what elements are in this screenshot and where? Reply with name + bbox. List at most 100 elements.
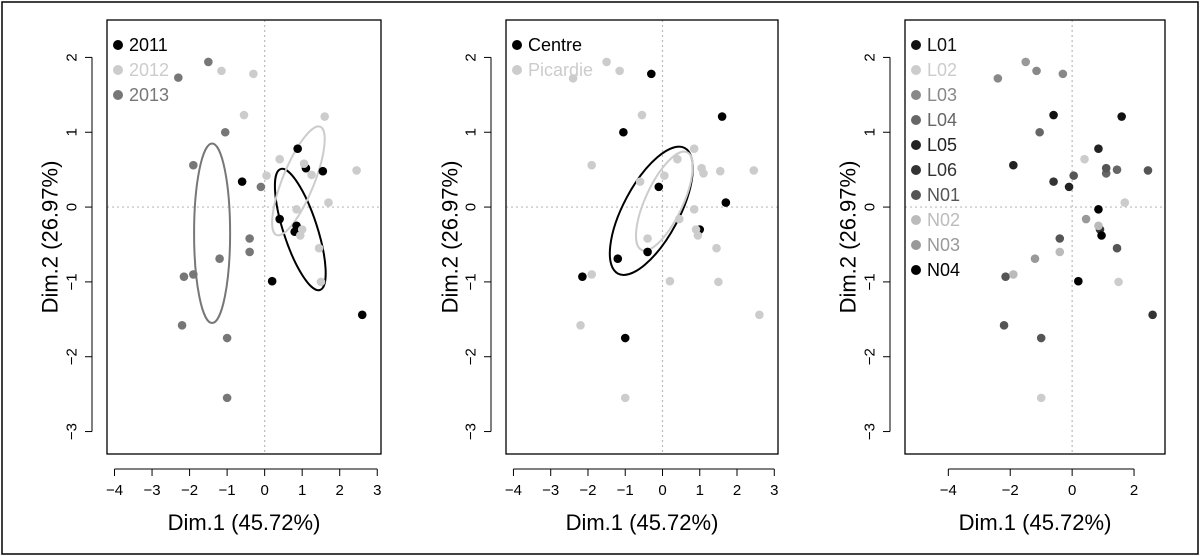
point-picardie-21 xyxy=(587,270,596,279)
point-n04-0 xyxy=(1094,205,1103,214)
point-2012-4 xyxy=(262,171,271,180)
confidence-ellipse-2011 xyxy=(273,167,327,292)
x-axis-title: Dim.1 (45.72%) xyxy=(168,510,321,535)
point-2012-5 xyxy=(275,154,284,164)
point-picardie-1 xyxy=(602,57,611,67)
x-tick-label: −1 xyxy=(219,482,236,499)
legend-marker-l04 xyxy=(911,115,921,125)
point-l01-1 xyxy=(1117,112,1126,121)
point-l02-1 xyxy=(1120,198,1130,207)
x-axis-title: Dim.1 (45.72%) xyxy=(959,510,1112,535)
y-tick-label: −2 xyxy=(463,348,480,365)
legend-label-centre: Centre xyxy=(528,35,582,55)
point-2012-8 xyxy=(352,166,361,175)
y-tick-label: −1 xyxy=(64,273,81,290)
point-2013-9 xyxy=(189,270,198,279)
point-2012-3 xyxy=(320,112,329,121)
point-2012-12 xyxy=(296,231,305,240)
point-centre-3 xyxy=(654,182,664,192)
legend-label-n03: N03 xyxy=(927,235,960,255)
point-picardie-5 xyxy=(635,177,645,186)
y-tick-label: −1 xyxy=(862,273,879,290)
point-l06-2 xyxy=(1148,310,1157,320)
point-l04-2 xyxy=(1112,165,1122,174)
point-2013-5 xyxy=(245,234,254,243)
point-2011-4 xyxy=(275,214,284,224)
point-picardie-3 xyxy=(637,110,647,120)
y-tick-label: 0 xyxy=(64,203,81,211)
legend: L01 L02 L03 L04 L05 L06 N01 N02 N03 N04 xyxy=(911,35,960,280)
y-axis-title: Dim.2 (26.97%) xyxy=(836,161,861,314)
y-tick-label: −2 xyxy=(862,348,879,365)
x-tick-label: 2 xyxy=(733,482,741,499)
legend-label-l01: L01 xyxy=(927,35,957,55)
point-n01-0 xyxy=(1101,163,1111,173)
confidence-ellipse-2013 xyxy=(193,142,232,325)
y-axis-title: Dim.2 (26.97%) xyxy=(38,161,63,314)
point-2011-3 xyxy=(318,166,328,176)
x-tick-label: 1 xyxy=(298,482,306,499)
point-centre-6 xyxy=(613,254,623,263)
legend-label-2013: 2013 xyxy=(129,85,169,105)
legend-label-l06: L06 xyxy=(927,160,957,180)
x-tick-label: −2 xyxy=(1002,482,1019,499)
x-tick-label: −2 xyxy=(579,482,596,499)
y-tick-label: 2 xyxy=(862,53,879,61)
x-tick-label: 0 xyxy=(1068,482,1076,499)
point-l03-2 xyxy=(993,74,1003,83)
y-tick-label: −3 xyxy=(64,423,81,440)
point-2013-10 xyxy=(177,320,187,330)
point-n01-7 xyxy=(1036,333,1046,343)
point-n01-2 xyxy=(1069,171,1078,180)
point-n01-1 xyxy=(1143,166,1153,175)
point-2013-12 xyxy=(222,393,232,403)
y-tick-label: 1 xyxy=(64,128,81,136)
point-picardie-12 xyxy=(749,166,759,175)
point-2012-14 xyxy=(316,277,326,287)
x-tick-label: 1 xyxy=(696,482,704,499)
x-tick-label: −4 xyxy=(940,482,957,499)
point-picardie-14 xyxy=(674,214,684,224)
point-2011-1 xyxy=(293,144,302,154)
point-picardie-7 xyxy=(673,154,682,164)
point-2013-3 xyxy=(189,160,198,170)
legend-marker-l06 xyxy=(911,165,921,175)
legend: Centre Picardie xyxy=(512,35,593,80)
point-2011-8 xyxy=(357,310,367,320)
point-n01-6 xyxy=(999,320,1009,330)
y-tick-label: 2 xyxy=(463,53,480,61)
x-tick-label: −4 xyxy=(505,482,522,499)
legend-marker-n03 xyxy=(911,240,921,250)
point-2013-0 xyxy=(174,73,183,82)
point-centre-1 xyxy=(717,112,727,121)
x-tick-label: −3 xyxy=(143,482,160,499)
legend-marker-2013 xyxy=(113,90,123,100)
confidence-ellipse-centre xyxy=(608,145,694,276)
x-tick-label: −4 xyxy=(106,482,123,499)
x-tick-label: −3 xyxy=(542,482,559,499)
point-picardie-6 xyxy=(660,171,669,180)
point-l02-0 xyxy=(1080,154,1089,164)
y-axis-title: Dim.2 (26.97%) xyxy=(438,161,463,314)
point-2012-7 xyxy=(307,170,316,180)
x-tick-label: 0 xyxy=(658,482,666,499)
x-tick-label: 0 xyxy=(260,482,268,499)
panel-site: −4 −2 0 2 −3 −2 −1 0 1 2 Dim.1 (45.72%) Dim.2 (26.9… xyxy=(836,19,1166,535)
y-tick-label: 0 xyxy=(862,203,879,211)
legend-label-picardie: Picardie xyxy=(528,60,593,80)
confidence-ellipse-2012 xyxy=(271,125,326,237)
legend-marker-l05 xyxy=(911,140,921,150)
panel-region: −4 −3 −2 −1 0 1 2 3 −3 −2 −1 0 1 2 Dim.1 (45.72%) Dim.2… xyxy=(438,19,779,535)
point-centre-5 xyxy=(643,247,652,257)
legend-label-2012: 2012 xyxy=(129,60,169,80)
legend-marker-picardie xyxy=(512,65,522,75)
panel-year: −4 −3 −2 −1 0 1 2 3 −3 −2 −1 0 1 2 Dim.1 (45.72%) Dim.2… xyxy=(38,19,382,535)
point-picardie-20 xyxy=(714,277,723,287)
point-l05-2 xyxy=(1064,182,1074,192)
point-picardie-23 xyxy=(755,310,764,320)
point-picardie-11 xyxy=(715,166,725,176)
y-tick-label: 1 xyxy=(463,128,480,136)
point-n03-1 xyxy=(1081,214,1091,224)
point-2013-1 xyxy=(204,57,213,67)
point-2012-9 xyxy=(324,198,333,207)
